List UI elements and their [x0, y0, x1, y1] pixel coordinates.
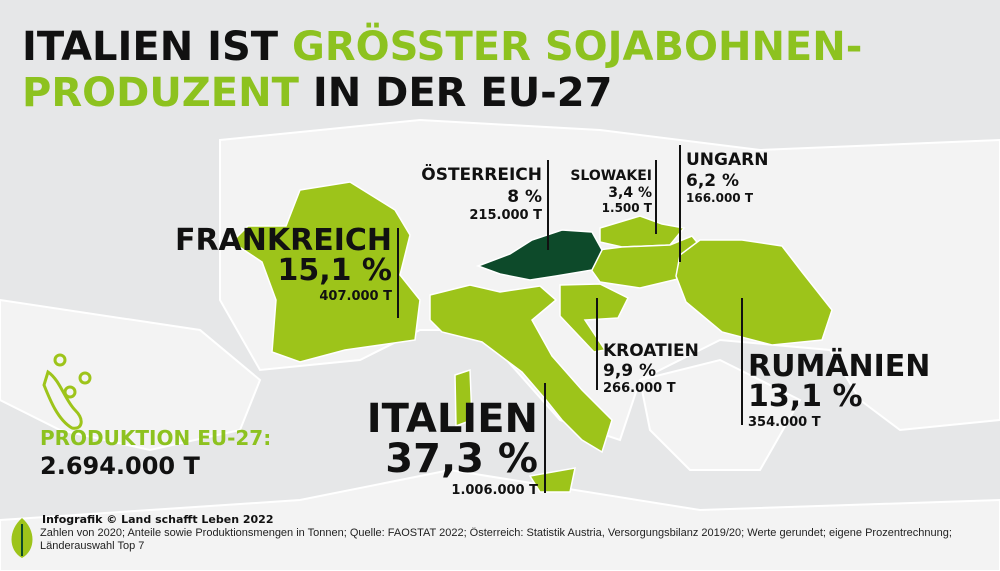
country-name: ÖSTERREICH	[421, 163, 542, 185]
logo	[11, 518, 33, 558]
croatia-shape	[559, 283, 630, 353]
sicily-shape	[528, 467, 576, 493]
france-shape	[230, 181, 421, 363]
romania-shape	[675, 239, 833, 346]
country-share: 9,9 %	[603, 361, 656, 381]
country-name: SLOWAKEI	[570, 168, 652, 184]
country-share: 6,2 %	[686, 171, 739, 191]
total-label: PRODUKTION EU-27:	[40, 426, 271, 450]
title-line2: PRODUZENT IN DER EU-27	[22, 70, 612, 116]
footer-credit: Infografik © Land schafft Leben 2022	[42, 513, 273, 526]
country-name: KROATIEN	[603, 341, 699, 361]
country-tonnes: 407.000 T	[319, 289, 392, 304]
country-tonnes: 215.000 T	[469, 208, 542, 223]
country-share: 15,1 %	[277, 253, 392, 288]
title-green: PRODUZENT	[22, 70, 300, 116]
highlighted-countries	[230, 181, 833, 493]
title-line1: ITALIEN IST GRÖSSTER SOJABOHNEN-	[22, 22, 862, 70]
country-tonnes: 1.006.000 T	[451, 483, 538, 498]
title-black: ITALIEN IST	[22, 24, 292, 70]
italy-shape	[429, 284, 613, 454]
leader-lines	[397, 145, 743, 493]
country-share: 13,1 %	[748, 379, 863, 414]
title-black: IN DER EU-27	[299, 70, 613, 116]
footer-source: Zahlen von 2020; Anteile sowie Produktio…	[40, 527, 952, 552]
country-name: ITALIEN	[367, 396, 538, 442]
country-name: FRANKREICH	[175, 223, 392, 258]
country-share: 37,3 %	[385, 436, 538, 482]
country-tonnes: 354.000 T	[748, 415, 821, 430]
country-tonnes: 166.000 T	[686, 191, 754, 205]
total-value: 2.694.000 T	[40, 452, 200, 480]
footer-source-box: Zahlen von 2020; Anteile sowie Produktio…	[40, 527, 952, 552]
sardinia-shape	[454, 368, 473, 428]
country-share: 8 %	[507, 187, 542, 207]
country-share: 3,4 %	[608, 185, 652, 201]
soy-icon	[42, 353, 92, 430]
country-name: RUMÄNIEN	[748, 348, 930, 384]
slovakia-shape	[599, 215, 686, 248]
country-name: UNGARN	[686, 150, 768, 170]
austria-shape	[475, 229, 603, 281]
title-green: GRÖSSTER SOJABOHNEN-	[292, 22, 862, 70]
country-tonnes: 1.500 T	[602, 201, 653, 215]
country-tonnes: 266.000 T	[603, 381, 676, 396]
